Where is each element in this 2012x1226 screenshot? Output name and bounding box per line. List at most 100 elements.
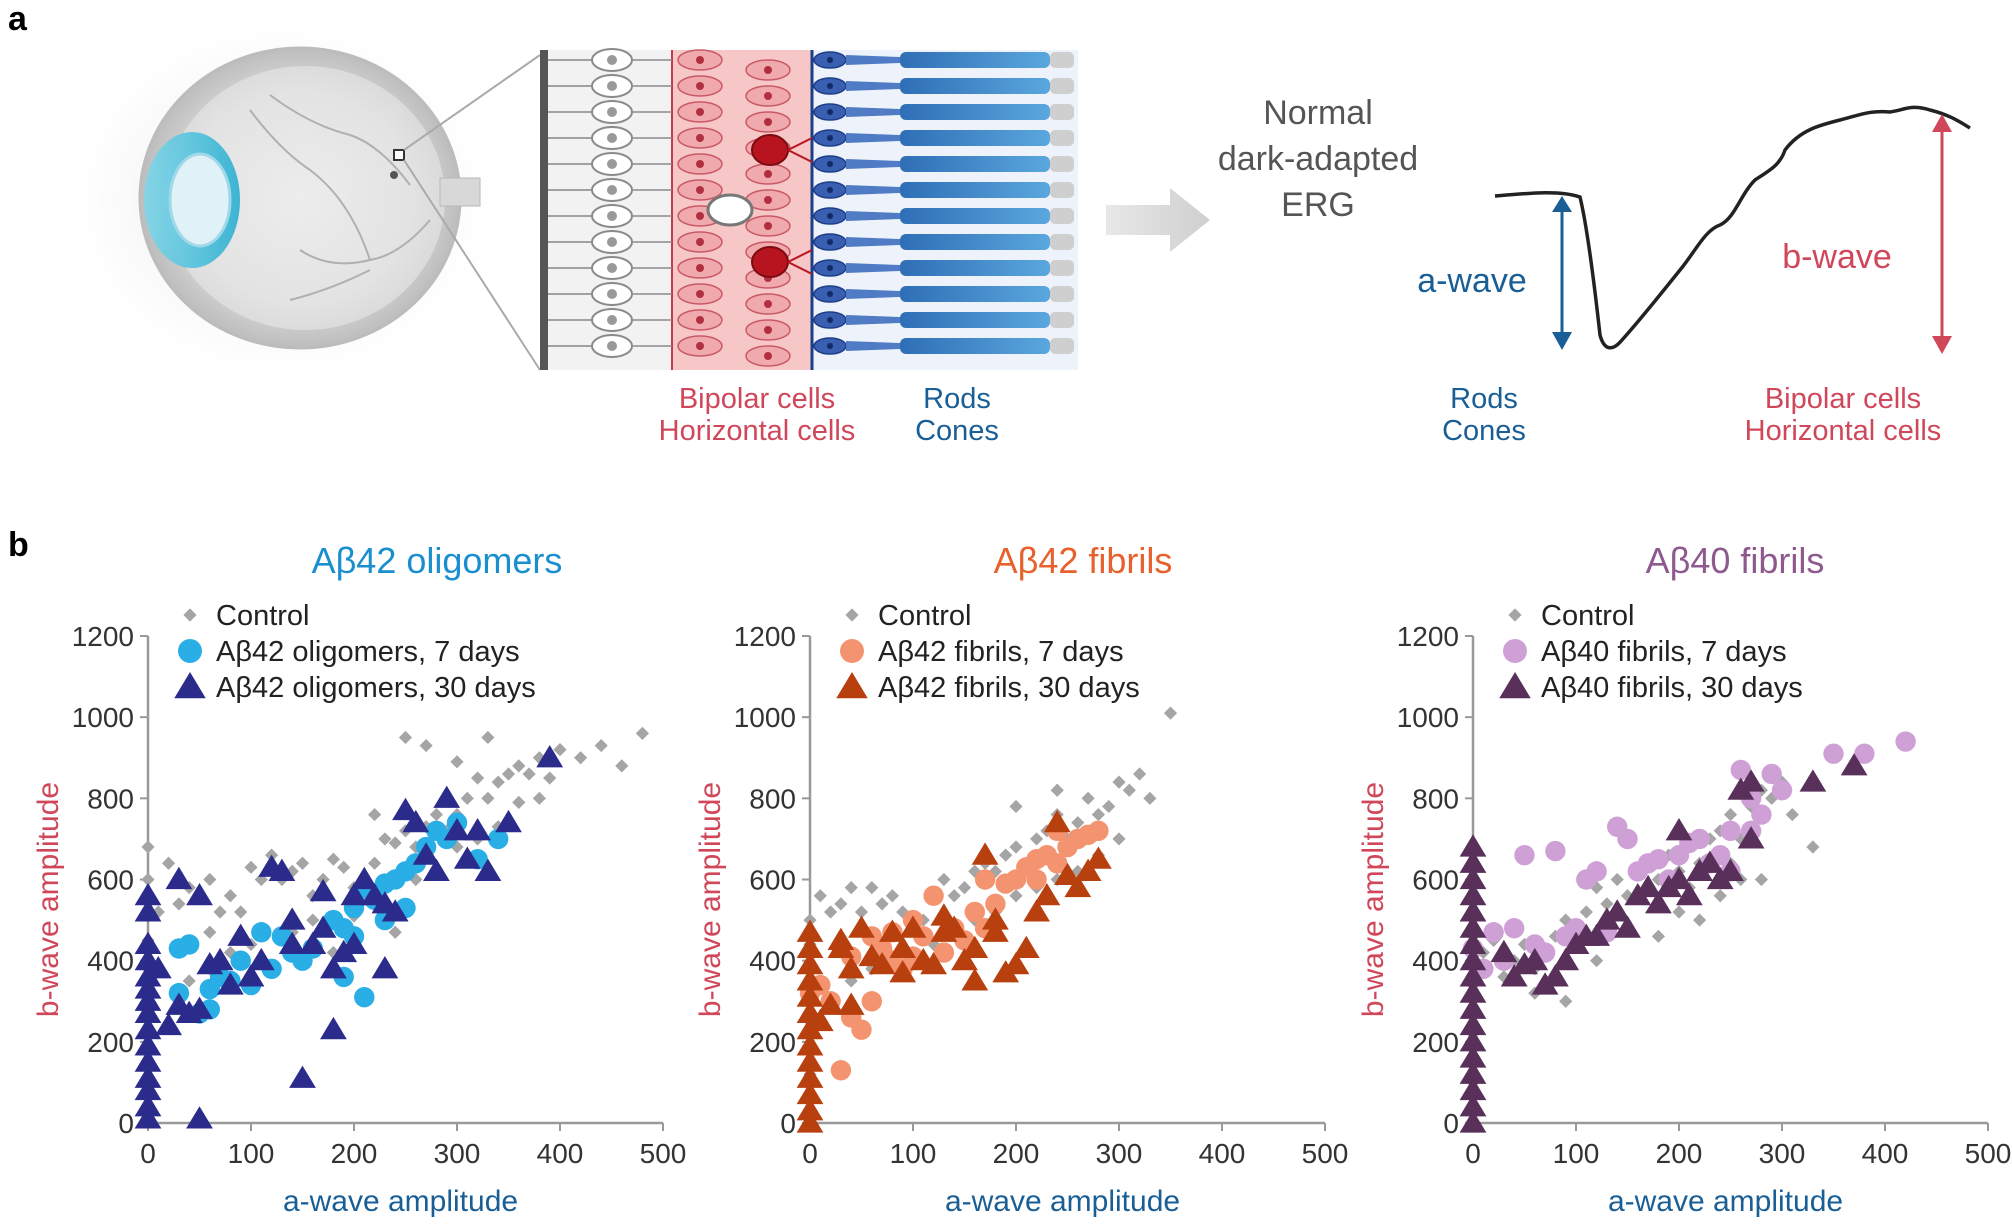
erg-title-line-1: Normal [1263,94,1373,132]
data-point [134,1049,162,1072]
data-point [1047,853,1068,874]
y-tick-label: 600 [87,865,134,896]
data-point [1514,844,1535,866]
y-tick-label: 800 [87,783,134,814]
data-point [1122,783,1136,797]
data-point [1459,1045,1487,1068]
legend-label: Aβ42 fibrils, 30 days [878,672,1140,704]
y-tick-label: 200 [1412,1027,1459,1058]
data-point [827,935,855,959]
legend-marker [836,672,868,699]
data-point [796,935,824,959]
data-point [937,872,951,887]
data-point [1050,783,1064,797]
b-wave-arrow [1932,114,1952,354]
data-point [378,832,392,846]
data-point [206,947,234,971]
label-rods: Rods [923,383,991,415]
data-point [278,907,306,930]
data-point [796,1110,824,1133]
data-point [1586,861,1607,882]
data-point [879,919,906,942]
data-point [172,897,186,911]
legend: Control Aβ42 fibrils, 7 days Aβ42 fibrils,… [836,600,1140,704]
data-point [536,745,564,768]
data-point [1071,816,1085,830]
data-point [495,809,522,833]
legend-marker [183,608,197,622]
data-point [1459,915,1487,938]
legend: Control Aβ42 oligomers, 7 days Aβ42 oligom… [174,600,536,704]
data-point [398,730,413,745]
data-point [182,974,196,988]
data-point [1133,767,1147,781]
data-point [481,730,495,745]
data-point [144,956,172,979]
data-point [861,991,882,1012]
data-point [1459,882,1487,906]
data-point [134,1065,162,1088]
data-point [796,919,824,942]
data-point [1081,791,1095,805]
data-point [186,996,213,1019]
data-point [796,951,824,975]
data-point [1012,935,1040,959]
legend-marker [1499,672,1531,699]
data-point [134,931,162,954]
data-point [947,889,961,903]
data-point [501,767,516,781]
x-tick-label: 0 [802,1138,818,1169]
data-point [889,935,917,959]
data-point [830,1060,852,1081]
data-point [837,992,865,1015]
data-point [340,931,368,954]
data-point [230,950,251,971]
data-point [522,767,536,781]
data-point [1579,905,1593,919]
data-point [1030,832,1044,846]
data-point [199,978,220,1000]
x-tick-label: 400 [1199,1138,1246,1169]
data-point [512,759,526,773]
legend-marker [1508,608,1522,622]
data-point [1112,775,1126,789]
data-point [1693,913,1707,927]
data-point [285,864,299,878]
data-point [1620,889,1635,903]
data-point [1459,980,1487,1003]
data-point [1483,922,1504,943]
y-tick-label: 400 [87,946,134,977]
data-point [543,771,557,785]
data-point [134,1033,162,1056]
data-point [1665,818,1693,841]
y-axis-label: b-wave amplitude [1357,782,1390,1017]
data-point [615,759,629,773]
eye-illustration [45,0,541,400]
data-point [951,947,978,971]
data-point [471,771,485,785]
data-point [433,785,461,808]
data-point [1713,889,1727,903]
erg-title-line-2: dark-adapted [1218,140,1418,178]
series-1 [1466,775,1820,1114]
data-point [1737,826,1765,849]
data-point [1459,834,1487,857]
data-point [834,897,848,911]
legend: Control Aβ40 fibrils, 7 days Aβ40 fibrils,… [1499,600,1803,704]
data-point [309,915,337,938]
x-tick-label: 400 [1862,1138,1909,1169]
data-point [796,1081,824,1105]
data-point [796,1033,824,1056]
legend-label: Aβ40 fibrils, 7 days [1541,636,1787,668]
data-point [1459,850,1487,873]
data-point [1459,931,1487,954]
data-point [371,956,399,979]
legend-label: Aβ42 oligomers, 30 days [216,672,536,704]
data-point [1799,769,1827,792]
y-tick-label: 1200 [734,621,796,652]
y-tick-label: 1000 [72,702,134,733]
y-axis-label: b-wave amplitude [32,782,65,1017]
data-point [1459,996,1487,1019]
data-point [1023,899,1050,922]
